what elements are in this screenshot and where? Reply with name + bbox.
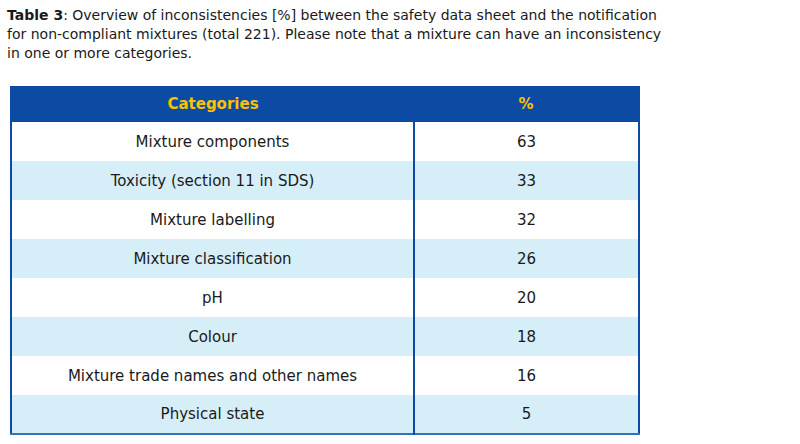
category-cell: pH xyxy=(11,278,414,317)
inconsistencies-table: Categories % Mixture components 63 Toxic… xyxy=(10,86,640,435)
percent-cell: 26 xyxy=(414,239,639,278)
percent-cell: 18 xyxy=(414,317,639,356)
category-cell: Mixture trade names and other names xyxy=(11,356,414,395)
table-row: Mixture classification 26 xyxy=(11,239,639,278)
category-cell: Mixture classification xyxy=(11,239,414,278)
header-cell-categories: Categories xyxy=(11,86,414,122)
header-row: Categories % xyxy=(11,86,639,122)
category-cell: Colour xyxy=(11,317,414,356)
percent-cell: 32 xyxy=(414,200,639,239)
table-body: Mixture components 63 Toxicity (section … xyxy=(11,122,639,434)
table-caption: Table 3: Overview of inconsistencies [%]… xyxy=(0,0,800,63)
table-row: pH 20 xyxy=(11,278,639,317)
table-row: Mixture components 63 xyxy=(11,122,639,161)
category-cell: Physical state xyxy=(11,395,414,434)
table-row: Physical state 5 xyxy=(11,395,639,434)
caption-line-1-rest: : Overview of inconsistencies [%] betwee… xyxy=(63,7,657,23)
table-row: Colour 18 xyxy=(11,317,639,356)
percent-cell: 20 xyxy=(414,278,639,317)
caption-line-3: in one or more categories. xyxy=(7,45,192,61)
percent-cell: 33 xyxy=(414,161,639,200)
category-cell: Mixture components xyxy=(11,122,414,161)
category-cell: Toxicity (section 11 in SDS) xyxy=(11,161,414,200)
table-row: Mixture trade names and other names 16 xyxy=(11,356,639,395)
percent-cell: 5 xyxy=(414,395,639,434)
percent-cell: 16 xyxy=(414,356,639,395)
percent-cell: 63 xyxy=(414,122,639,161)
caption-table-label: Table 3 xyxy=(7,7,63,23)
header-cell-percent: % xyxy=(414,86,639,122)
table-row: Toxicity (section 11 in SDS) 33 xyxy=(11,161,639,200)
caption-line-1: Table 3: Overview of inconsistencies [%]… xyxy=(7,7,657,23)
category-cell: Mixture labelling xyxy=(11,200,414,239)
table-row: Mixture labelling 32 xyxy=(11,200,639,239)
caption-line-2: for non-compliant mixtures (total 221). … xyxy=(7,26,661,42)
